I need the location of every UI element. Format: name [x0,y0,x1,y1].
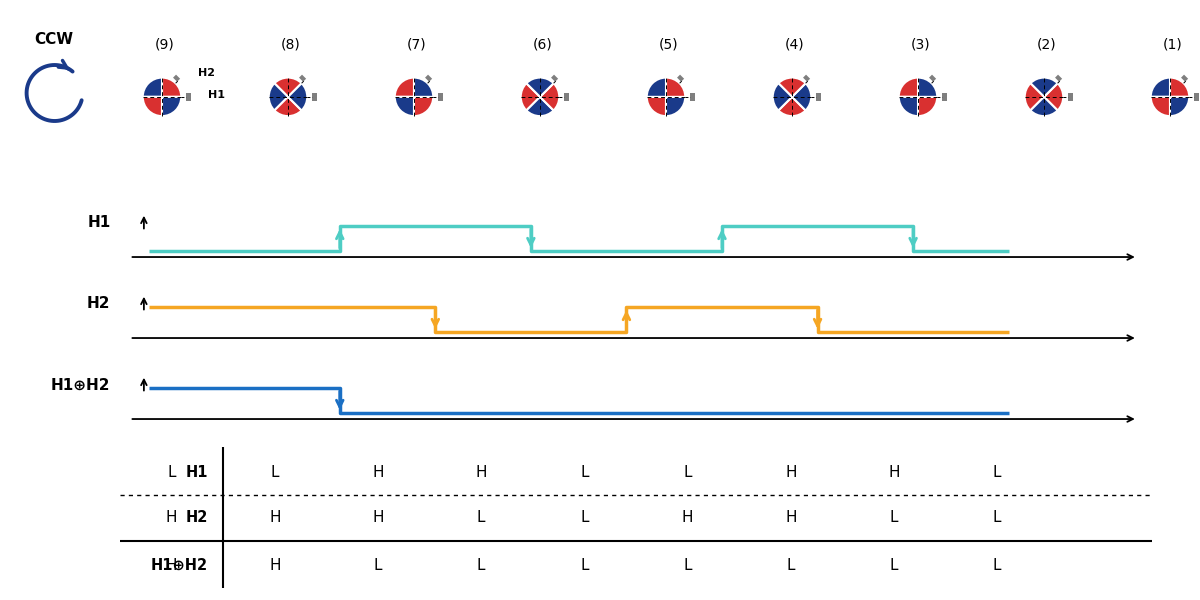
Wedge shape [647,77,666,97]
Bar [564,92,569,101]
Text: L: L [270,465,280,480]
Wedge shape [899,97,918,116]
Wedge shape [143,77,162,97]
Text: (4): (4) [785,38,804,52]
Polygon shape [1055,74,1062,82]
Text: (7): (7) [407,38,426,52]
Text: L: L [889,558,899,573]
Text: H: H [166,558,178,573]
Polygon shape [677,74,684,82]
Wedge shape [1044,83,1063,110]
Wedge shape [1025,83,1044,110]
Text: H: H [888,465,900,480]
Text: CCW: CCW [35,31,73,46]
Text: (6): (6) [533,38,552,52]
Wedge shape [918,77,937,97]
Text: H: H [269,558,281,573]
Wedge shape [275,77,301,97]
Text: L: L [580,465,589,480]
Text: L: L [373,558,383,573]
Text: H: H [475,465,487,480]
Bar [186,92,191,101]
Text: L: L [476,510,486,525]
Wedge shape [779,97,805,116]
Text: (9): (9) [155,38,174,52]
Text: L: L [992,510,1002,525]
Polygon shape [929,74,936,82]
Text: L: L [786,558,796,573]
Text: L: L [889,510,899,525]
Wedge shape [792,83,811,110]
Text: H1: H1 [88,215,110,230]
Wedge shape [269,83,288,110]
Wedge shape [162,97,181,116]
Text: H2: H2 [198,68,215,78]
Text: (8): (8) [281,38,300,52]
Text: H: H [166,510,178,525]
Wedge shape [527,97,553,116]
Text: (1): (1) [1163,38,1182,52]
Wedge shape [1031,77,1057,97]
Text: H: H [372,465,384,480]
Text: H: H [785,465,797,480]
Polygon shape [803,74,810,82]
Text: (2): (2) [1037,38,1056,52]
Text: (5): (5) [659,38,678,52]
Text: L: L [683,558,692,573]
Wedge shape [395,77,414,97]
Bar [1194,92,1199,101]
Wedge shape [647,97,666,116]
Polygon shape [551,74,558,82]
Wedge shape [1151,97,1170,116]
Text: H1⊕H2: H1⊕H2 [50,377,110,392]
Bar [438,92,443,101]
Bar [312,92,317,101]
Text: H2: H2 [185,510,208,525]
Wedge shape [918,97,937,116]
Wedge shape [1151,77,1170,97]
Text: L: L [476,558,486,573]
Wedge shape [779,77,805,97]
Wedge shape [1170,77,1189,97]
Bar [1068,92,1073,101]
Wedge shape [414,77,433,97]
Polygon shape [299,74,306,82]
Wedge shape [540,83,559,110]
Wedge shape [527,77,553,97]
Wedge shape [143,97,162,116]
Wedge shape [666,77,685,97]
Bar [942,92,947,101]
Wedge shape [288,83,307,110]
Wedge shape [414,97,433,116]
Bar [816,92,821,101]
Polygon shape [1181,74,1188,82]
Wedge shape [521,83,540,110]
Text: H1: H1 [209,91,226,100]
Wedge shape [162,77,181,97]
Polygon shape [425,74,432,82]
Wedge shape [666,97,685,116]
Text: H: H [269,510,281,525]
Text: L: L [167,465,176,480]
Text: H2: H2 [86,296,110,311]
Text: L: L [580,558,589,573]
Wedge shape [275,97,301,116]
Text: H1: H1 [185,465,208,480]
Text: H: H [785,510,797,525]
Wedge shape [1031,97,1057,116]
Text: H: H [682,510,694,525]
Text: L: L [580,510,589,525]
Text: (3): (3) [911,38,930,52]
Wedge shape [899,77,918,97]
Wedge shape [395,97,414,116]
Polygon shape [173,74,180,82]
Wedge shape [773,83,792,110]
Text: L: L [992,465,1002,480]
Text: H1⊕H2: H1⊕H2 [150,558,208,573]
Wedge shape [1170,97,1189,116]
Text: L: L [992,558,1002,573]
Text: L: L [683,465,692,480]
Text: H: H [372,510,384,525]
Bar [690,92,695,101]
